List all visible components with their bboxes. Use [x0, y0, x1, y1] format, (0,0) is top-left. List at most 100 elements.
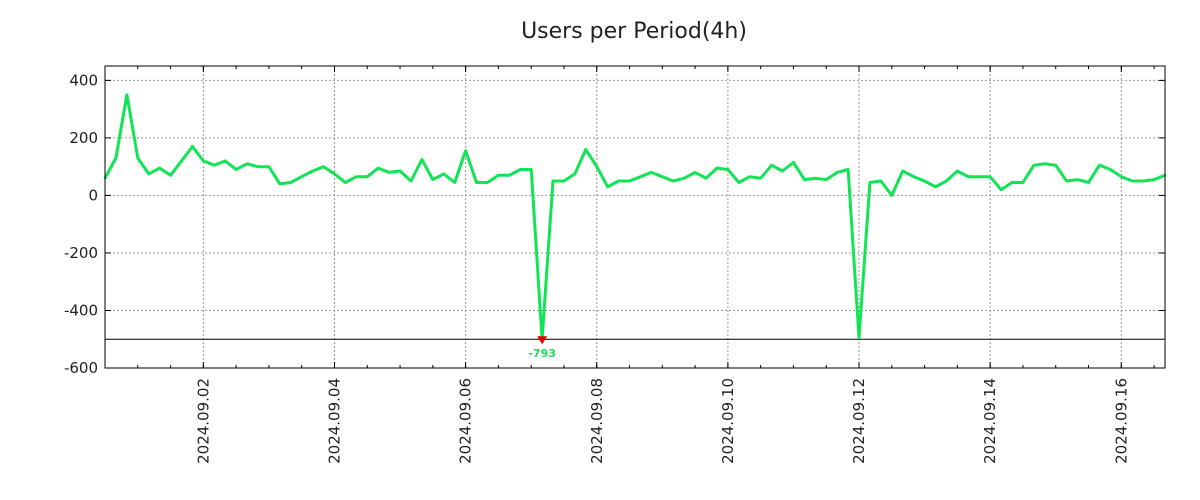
- data-point: [988, 175, 992, 178]
- data-point: [289, 181, 292, 184]
- y-tick-label: -200: [64, 244, 98, 262]
- data-point: [486, 181, 489, 184]
- data-point: [606, 185, 609, 188]
- data-point: [825, 178, 828, 181]
- data-point: [256, 165, 260, 168]
- data-point: [1141, 179, 1145, 183]
- data-point: [267, 165, 271, 168]
- data-point: [355, 175, 358, 178]
- data-point: [715, 166, 719, 170]
- data-point: [759, 176, 762, 180]
- data-point: [475, 181, 478, 184]
- data-point: [704, 176, 708, 180]
- data-point: [792, 161, 795, 164]
- y-tick-label: 200: [69, 129, 98, 147]
- data-point: [1120, 175, 1123, 178]
- y-tick-label: -400: [64, 301, 98, 319]
- data-point: [726, 168, 730, 171]
- x-tick-label: 2024.09.10: [719, 378, 737, 464]
- data-point: [814, 176, 817, 180]
- data-point: [245, 162, 249, 165]
- data-point: [136, 156, 139, 160]
- data-point: [770, 164, 773, 167]
- data-point: [1087, 181, 1090, 184]
- data-point: [748, 175, 751, 178]
- data-point: [529, 168, 533, 171]
- data-point: [628, 179, 631, 183]
- data-point: [158, 166, 161, 170]
- grid-lines: [105, 66, 1165, 368]
- data-point: [573, 172, 577, 176]
- data-point: [191, 145, 194, 148]
- data-point: [999, 188, 1003, 191]
- data-point: [213, 164, 216, 167]
- data-point: [737, 181, 741, 184]
- data-point: [967, 175, 970, 178]
- data-point: [934, 185, 937, 188]
- data-point: [1131, 179, 1134, 183]
- data-point: [322, 165, 325, 168]
- out-of-range-value-label: -793: [528, 347, 556, 360]
- y-tick-label: 400: [69, 71, 98, 89]
- plot-frame: [104, 65, 1166, 369]
- data-point: [803, 178, 806, 181]
- data-point: [595, 165, 598, 168]
- data-point: [781, 169, 784, 173]
- data-point: [1076, 178, 1079, 181]
- data-point: [890, 194, 894, 197]
- data-point: [956, 169, 959, 173]
- annotations: -793: [528, 336, 556, 360]
- data-point: [912, 175, 915, 178]
- data-point: [169, 174, 172, 177]
- data-point: [978, 175, 981, 178]
- y-tick-label: 0: [88, 186, 98, 204]
- data-point: [584, 148, 588, 151]
- data-point: [1043, 162, 1046, 165]
- data-points: [103, 93, 1167, 341]
- axis-labels: 400 200 0 -200 -400 -600 2024.09.02 2024.09.04 2…: [64, 71, 1130, 464]
- data-point: [202, 159, 205, 163]
- x-tick-label: 2024.09.12: [850, 378, 868, 464]
- data-point: [923, 179, 926, 183]
- data-point: [442, 172, 445, 176]
- data-point: [879, 179, 883, 183]
- data-point: [1054, 164, 1057, 167]
- data-point: [224, 159, 227, 163]
- data-point: [453, 181, 456, 184]
- data-point: [846, 168, 850, 171]
- data-point: [497, 174, 500, 177]
- data-point: [945, 179, 948, 183]
- data-point: [682, 176, 686, 180]
- data-point: [617, 179, 620, 183]
- x-tick-label: 2024.09.02: [194, 378, 212, 464]
- series-line-users: [103, 93, 1166, 341]
- data-point: [344, 181, 347, 184]
- data-point: [1032, 164, 1036, 167]
- data-point: [398, 169, 402, 173]
- data-point: [311, 169, 314, 173]
- data-point: [180, 159, 183, 163]
- data-point: [672, 179, 675, 183]
- data-point: [409, 179, 413, 183]
- x-tick-label: 2024.09.16: [1112, 378, 1130, 464]
- data-point: [835, 171, 839, 174]
- data-point: [125, 93, 129, 96]
- data-point: [376, 166, 380, 170]
- data-point: [562, 179, 566, 183]
- data-point: [551, 179, 555, 183]
- data-point: [508, 174, 511, 177]
- data-point: [464, 149, 467, 153]
- data-point: [693, 171, 697, 174]
- data-point: [1109, 168, 1112, 171]
- data-point: [366, 175, 369, 178]
- data-point: [1098, 164, 1101, 167]
- out-of-range-marker-icon: [537, 336, 548, 345]
- data-point: [1065, 179, 1068, 183]
- x-tick-label: 2024.09.08: [588, 378, 606, 464]
- data-point: [901, 169, 904, 173]
- data-point: [857, 336, 861, 339]
- data-point: [868, 181, 872, 184]
- data-point: [278, 182, 282, 186]
- data-point: [420, 158, 424, 161]
